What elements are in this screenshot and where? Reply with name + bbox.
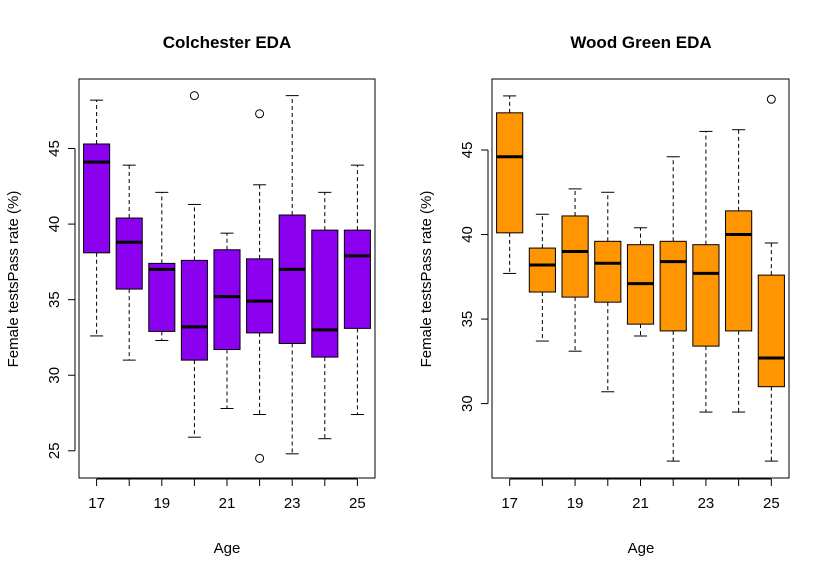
panel-colchester: Colchester EDA Age Female testsPass rate… xyxy=(5,33,376,557)
plot-frame xyxy=(78,78,376,479)
box xyxy=(148,262,176,332)
box xyxy=(692,244,720,347)
outlier-point xyxy=(189,91,199,101)
y-tick-label: 35 xyxy=(459,311,476,328)
box xyxy=(496,112,524,234)
box xyxy=(725,210,753,332)
x-tick-label: 23 xyxy=(284,495,301,512)
box xyxy=(278,214,306,344)
box xyxy=(594,240,622,303)
panel-wood-green: Wood Green EDA Age Female testsPass rate… xyxy=(418,33,790,557)
x-axis-label: Age xyxy=(628,540,655,557)
y-tick-label: 30 xyxy=(46,367,63,384)
x-tick-label: 25 xyxy=(349,495,366,512)
y-tick-label: 35 xyxy=(46,291,63,308)
plot-frame xyxy=(491,78,790,479)
y-tick-label: 30 xyxy=(459,395,476,412)
y-tick-label: 40 xyxy=(459,226,476,243)
y-axis-label: Female testsPass rate (%) xyxy=(5,191,22,368)
box xyxy=(561,215,589,298)
x-tick-label: 19 xyxy=(153,495,170,512)
x-tick-label: 17 xyxy=(501,495,518,512)
box xyxy=(528,247,556,293)
x-tick-label: 19 xyxy=(567,495,584,512)
box-marks: 30 35 40 45 17 19 21 23 25 xyxy=(459,94,785,512)
x-tick-label: 21 xyxy=(632,495,649,512)
y-tick-label: 45 xyxy=(459,142,476,159)
box xyxy=(180,259,208,361)
box xyxy=(343,229,371,329)
y-tick-label: 40 xyxy=(46,216,63,233)
y-tick-label: 25 xyxy=(46,442,63,459)
x-tick-label: 17 xyxy=(88,495,105,512)
outlier-point xyxy=(766,94,776,104)
box xyxy=(246,258,274,334)
chart-title: Colchester EDA xyxy=(163,33,291,52)
chart-title: Wood Green EDA xyxy=(570,33,711,52)
x-tick-label: 21 xyxy=(219,495,236,512)
outlier-point xyxy=(255,453,265,463)
y-tick-label: 45 xyxy=(46,140,63,157)
box xyxy=(659,240,687,332)
box xyxy=(311,229,339,358)
y-axis-label: Female testsPass rate (%) xyxy=(418,191,435,368)
box xyxy=(757,274,785,388)
box xyxy=(213,249,241,351)
box xyxy=(115,217,143,290)
x-axis-label: Age xyxy=(214,540,241,557)
x-tick-label: 23 xyxy=(698,495,715,512)
outlier-point xyxy=(255,109,265,119)
x-tick-label: 25 xyxy=(763,495,780,512)
box xyxy=(83,143,111,254)
box-marks: 25 30 35 40 45 17 19 21 23 25 xyxy=(46,91,371,512)
